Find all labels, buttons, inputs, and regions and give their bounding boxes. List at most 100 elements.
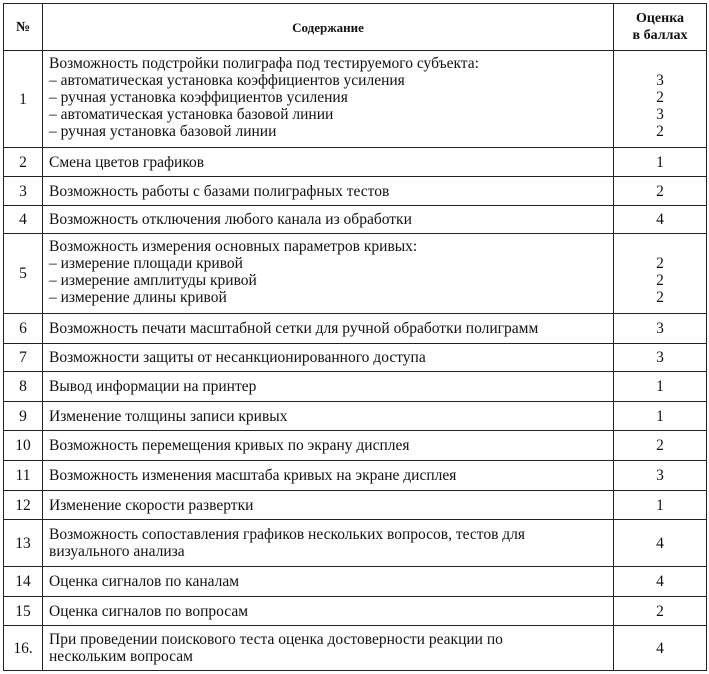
content-item: – измерение площади кривой: [49, 255, 243, 272]
item-score: 3: [656, 106, 664, 123]
table-row: 13 Возможность сопоставления графиков нес…: [3, 519, 707, 567]
row-content: Вывод информации на принтер: [42, 371, 614, 402]
row-content: При проведении поискового теста оценка д…: [42, 625, 614, 671]
content-line: Смена цветов графиков: [49, 153, 205, 171]
item-score: 2: [656, 255, 664, 272]
score-value: 4: [656, 639, 664, 657]
table-row: 4 Возможность отключения любого канала из…: [3, 205, 707, 234]
content-item: – автоматическая установка базовой линии: [49, 106, 334, 123]
row-score: 3: [613, 460, 707, 491]
score-value: 4: [656, 573, 664, 590]
row-number: 1: [3, 50, 43, 148]
score-spacer: [614, 238, 706, 255]
content-line: Возможность перемещения кривых по экрану…: [49, 437, 410, 454]
row-score: 4: [613, 205, 707, 234]
score-value: 1: [656, 153, 664, 171]
content-line: Оценка сигналов по вопросам: [49, 602, 249, 620]
content-line: Возможность печати масштабной сетки для …: [49, 320, 539, 337]
content-item: – ручная установка коэффициентов усилени…: [49, 89, 348, 106]
row-score: 3: [613, 313, 707, 344]
header-score-line: Оценка: [635, 11, 685, 26]
table-row: 10 Возможность перемещения кривых по экра…: [3, 430, 707, 461]
table-row: 5 Возможность измерения основных параметр…: [3, 233, 707, 314]
score-value: 2: [656, 602, 664, 620]
score-value: 1: [656, 378, 664, 395]
row-score: 3: [613, 343, 707, 372]
header-score: Оценка в баллах: [613, 3, 707, 51]
content-line: Вывод информации на принтер: [49, 378, 257, 395]
content-item: – измерение амплитуды кривой: [49, 272, 257, 289]
row-content: Возможность перемещения кривых по экрану…: [42, 430, 614, 461]
content-line: Возможности защиты от несанкционированно…: [49, 349, 426, 366]
item-score: 2: [656, 289, 664, 306]
row-score: 2: [613, 176, 707, 206]
table-row: 6 Возможность печати масштабной сетки для…: [3, 313, 707, 344]
item-score: 2: [656, 89, 664, 106]
content-line: визуального анализа: [49, 543, 185, 560]
content-line: Оценка сигналов по каналам: [49, 573, 240, 590]
row-score: 4: [613, 566, 707, 597]
row-content: Возможность подстройки полиграфа под тес…: [42, 50, 614, 148]
score-spacer: [614, 55, 706, 72]
header-row: № Содержание Оценка в баллах: [3, 3, 707, 51]
table-row: 12 Изменение скорости развертки 1: [3, 490, 707, 520]
row-content: Возможность измерения основных параметро…: [42, 233, 614, 314]
content-item: – измерение длины кривой: [49, 289, 227, 306]
row-number: 5: [3, 233, 43, 314]
content-item: – ручная установка базовой линии: [49, 123, 277, 140]
row-score: 1: [613, 371, 707, 402]
content-line: Изменение толщины записи кривых: [49, 407, 288, 425]
table-row: 2 Смена цветов графиков 1: [3, 147, 707, 177]
row-number: 3: [3, 176, 43, 206]
content-line: Возможность отключения любого канала из …: [49, 211, 412, 228]
content-line: Возможность подстройки полиграфа под тес…: [49, 55, 479, 72]
row-number: 6: [3, 313, 43, 344]
content-line: Возможность работы с базами полиграфных …: [49, 182, 390, 200]
table-row: 11 Возможность изменения масштаба кривых …: [3, 460, 707, 491]
header-number: №: [3, 3, 43, 51]
score-table: № Содержание Оценка в баллах 1 Возможност…: [3, 3, 707, 671]
row-content: Возможность печати масштабной сетки для …: [42, 313, 614, 344]
score-value: 3: [656, 320, 664, 337]
content-line: Изменение скорости развертки: [49, 496, 254, 514]
row-score: 2: [613, 596, 707, 626]
table-row: 15 Оценка сигналов по вопросам 2: [3, 596, 707, 626]
score-value: 3: [656, 467, 664, 484]
content-line: Возможность сопоставления графиков неско…: [49, 526, 526, 543]
row-content: Возможность работы с базами полиграфных …: [42, 176, 614, 206]
score-value: 1: [656, 496, 664, 514]
score-value: 4: [656, 534, 664, 552]
table-row: 8 Вывод информации на принтер 1: [3, 371, 707, 402]
row-number: 10: [3, 430, 43, 461]
row-content: Возможности защиты от несанкционированно…: [42, 343, 614, 372]
row-score: 1: [613, 490, 707, 520]
row-content: Возможность отключения любого канала из …: [42, 205, 614, 234]
row-number: 13: [3, 519, 43, 567]
row-content: Возможность сопоставления графиков неско…: [42, 519, 614, 567]
row-content: Возможность изменения масштаба кривых на…: [42, 460, 614, 491]
content-line: нескольким вопросам: [49, 648, 193, 665]
row-content: Оценка сигналов по каналам: [42, 566, 614, 597]
row-number: 14: [3, 566, 43, 597]
item-score: 3: [656, 72, 664, 89]
score-value: 3: [656, 349, 664, 366]
header-score-line: в баллах: [632, 28, 688, 43]
table-row: 16. При проведении поискового теста оценк…: [3, 625, 707, 671]
row-score: 2: [613, 430, 707, 461]
row-score: 1: [613, 147, 707, 177]
table-row: 7 Возможности защиты от несанкционированн…: [3, 343, 707, 372]
row-content: Изменение скорости развертки: [42, 490, 614, 520]
content-line: При проведении поискового теста оценка д…: [49, 631, 503, 648]
row-content: Изменение толщины записи кривых: [42, 401, 614, 431]
score-value: 2: [656, 182, 664, 200]
table-row: 1 Возможность подстройки полиграфа под те…: [3, 50, 707, 148]
table-row: 3 Возможность работы с базами полиграфных…: [3, 176, 707, 206]
table-row: 9 Изменение толщины записи кривых 1: [3, 401, 707, 431]
row-number: 15: [3, 596, 43, 626]
table-body: 1 Возможность подстройки полиграфа под те…: [3, 50, 707, 671]
score-value: 4: [656, 211, 664, 228]
row-score: 1: [613, 401, 707, 431]
